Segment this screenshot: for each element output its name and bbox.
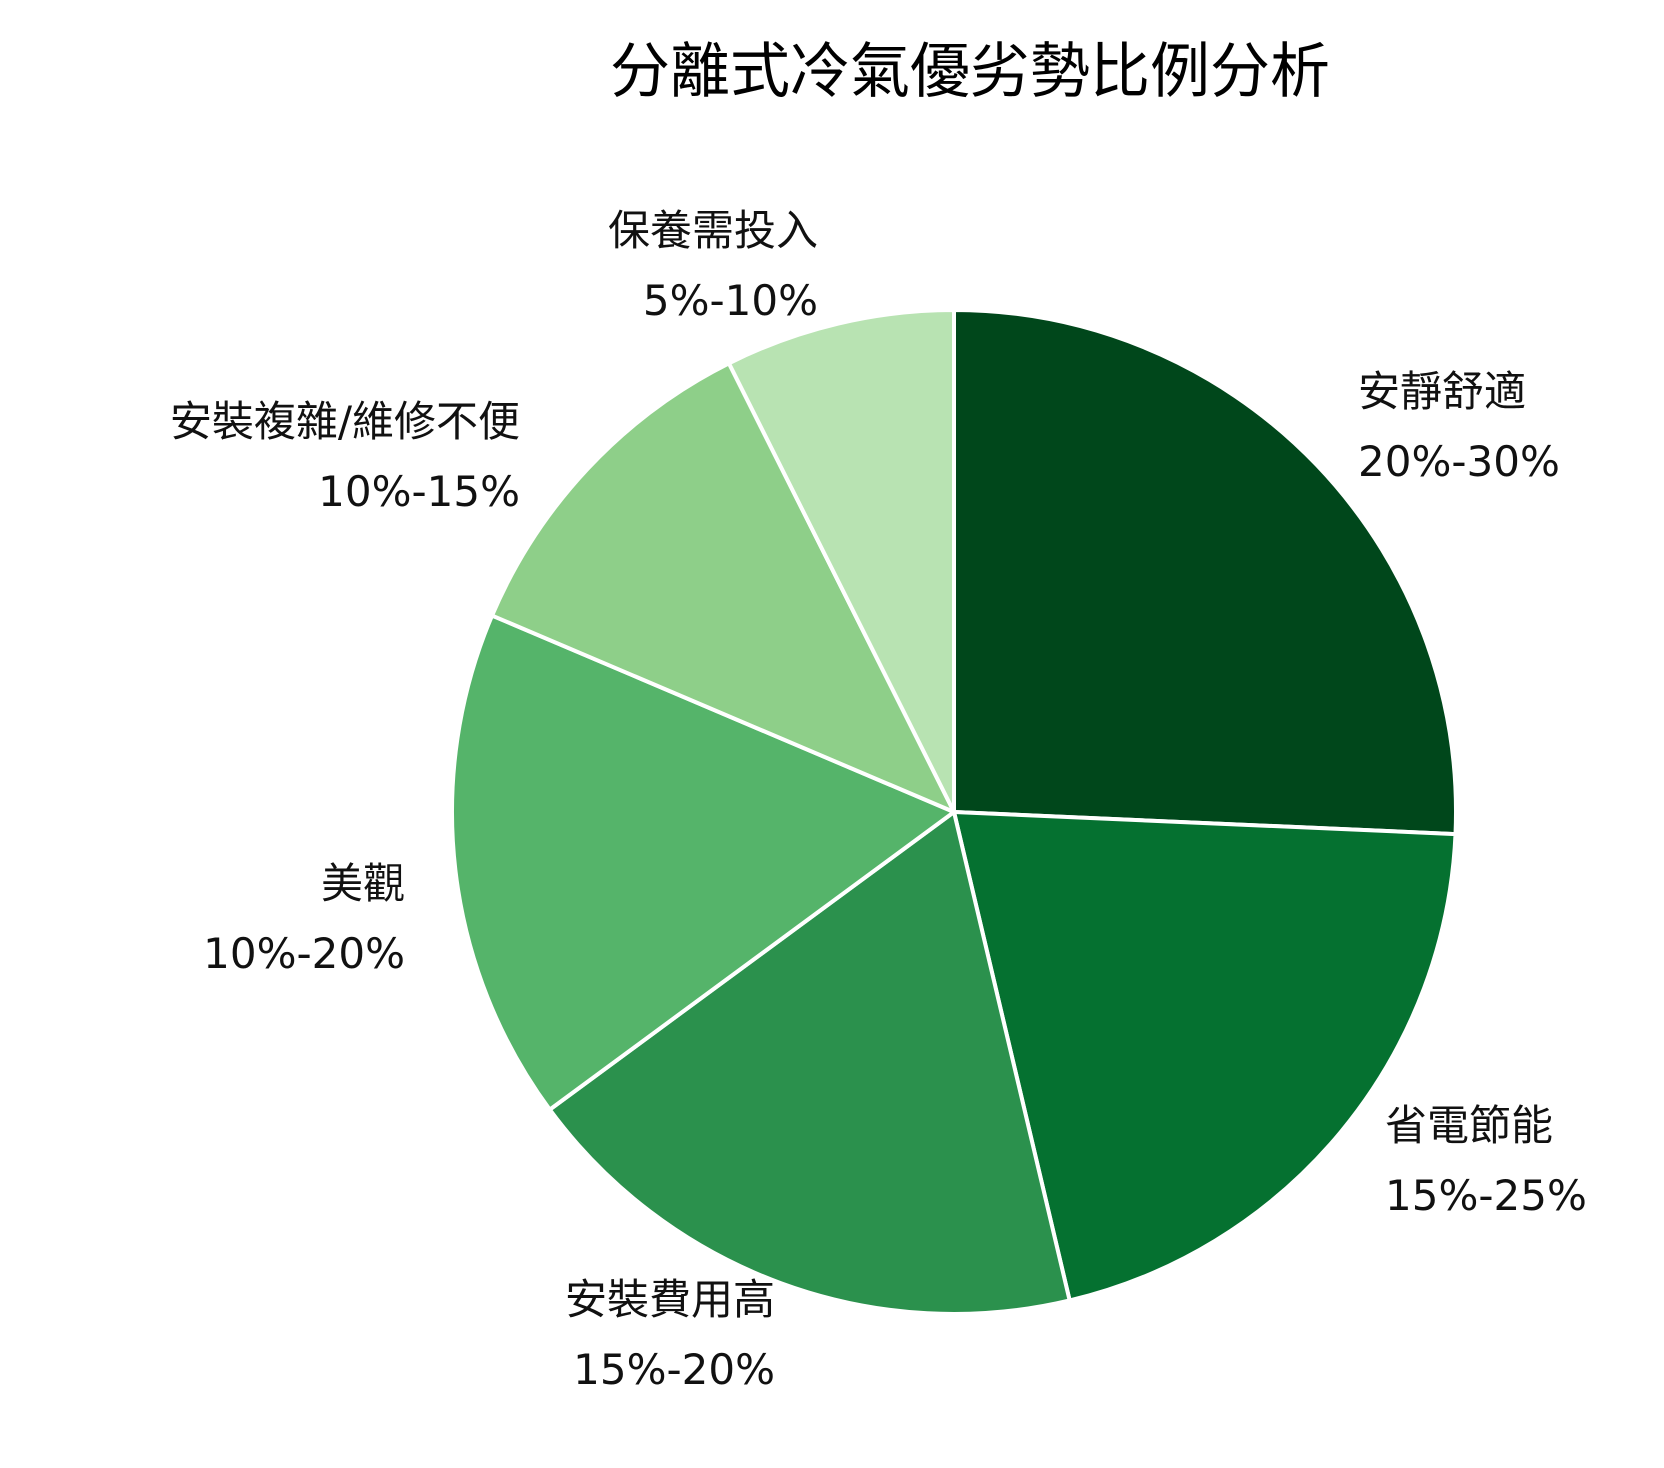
pie-slice-2 — [547, 810, 1072, 1316]
slice-range-label-2: 15%-20% — [573, 1345, 775, 1394]
pie-slice-3 — [450, 613, 956, 1112]
slice-label-0: 安靜舒適 — [1358, 367, 1526, 416]
slice-label-5: 保養需投入 — [608, 206, 818, 255]
pie-slices — [450, 308, 1458, 1316]
slice-range-label-4: 10%-15% — [318, 467, 520, 516]
chart-title: 分離式冷氣優劣勢比例分析 — [610, 37, 1330, 107]
pie-slice-4 — [490, 361, 956, 814]
slice-label-1: 省電節能 — [1385, 1101, 1553, 1150]
pie-labels: 安靜舒適 20%-30% 省電節能 15%-25% 安裝費用高 15%-20% 美觀 10%-… — [170, 206, 1587, 1394]
slice-label-3: 美觀 — [321, 859, 405, 908]
pie-slice-5 — [726, 308, 956, 814]
slice-range-label-3: 10%-20% — [203, 929, 405, 978]
slice-range-label-1: 15%-25% — [1385, 1171, 1587, 1220]
slice-range-label-0: 20%-30% — [1358, 437, 1560, 486]
slice-label-4: 安裝複雜/維修不便 — [170, 397, 520, 446]
pie-slice-0 — [952, 308, 1458, 837]
slice-label-2: 安裝費用高 — [565, 1275, 775, 1324]
slice-range-label-5: 5%-10% — [643, 276, 818, 325]
pie-slice-1 — [952, 810, 1458, 1303]
